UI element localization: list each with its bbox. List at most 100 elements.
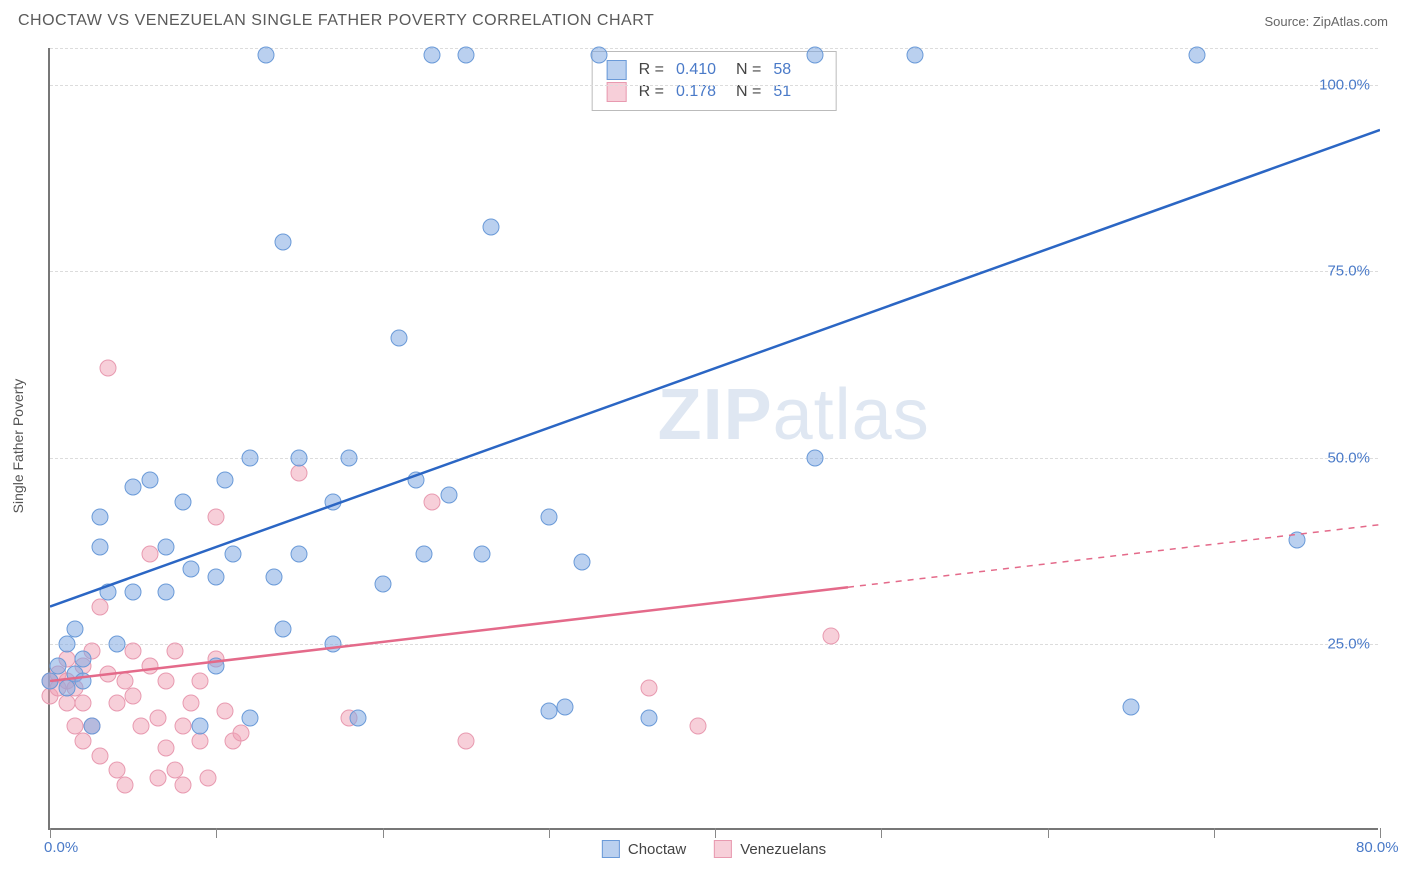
watermark: ZIPatlas: [658, 374, 930, 456]
watermark-rest: atlas: [773, 375, 930, 455]
data-point-venezuelans: [150, 710, 167, 727]
data-point-choctaw: [557, 699, 574, 716]
data-point-venezuelans: [191, 673, 208, 690]
data-point-venezuelans: [823, 628, 840, 645]
data-point-venezuelans: [191, 732, 208, 749]
data-point-choctaw: [266, 568, 283, 585]
data-point-choctaw: [474, 546, 491, 563]
data-point-choctaw: [291, 546, 308, 563]
data-point-venezuelans: [233, 725, 250, 742]
data-point-venezuelans: [150, 769, 167, 786]
data-point-choctaw: [241, 710, 258, 727]
y-axis-label: Single Father Poverty: [10, 379, 26, 514]
data-point-venezuelans: [75, 695, 92, 712]
watermark-bold: ZIP: [658, 375, 773, 455]
data-point-choctaw: [158, 583, 175, 600]
data-point-venezuelans: [100, 665, 117, 682]
data-point-choctaw: [274, 233, 291, 250]
data-point-choctaw: [100, 583, 117, 600]
data-point-venezuelans: [640, 680, 657, 697]
data-point-choctaw: [640, 710, 657, 727]
data-point-choctaw: [208, 568, 225, 585]
data-point-choctaw: [374, 576, 391, 593]
data-point-venezuelans: [424, 494, 441, 511]
data-point-choctaw: [183, 561, 200, 578]
data-point-choctaw: [208, 658, 225, 675]
x-tick: [216, 828, 217, 838]
swatch-choctaw-icon: [602, 840, 620, 858]
x-tick: [1214, 828, 1215, 838]
data-point-choctaw: [141, 471, 158, 488]
data-point-venezuelans: [183, 695, 200, 712]
gridline-horizontal: [50, 85, 1378, 86]
data-point-choctaw: [291, 449, 308, 466]
data-point-choctaw: [224, 546, 241, 563]
y-tick-label: 25.0%: [1327, 635, 1370, 652]
data-point-choctaw: [66, 620, 83, 637]
gridline-horizontal: [50, 271, 1378, 272]
data-point-choctaw: [906, 47, 923, 64]
y-tick-label: 75.0%: [1327, 263, 1370, 280]
data-point-choctaw: [806, 449, 823, 466]
legend-label-choctaw: Choctaw: [628, 841, 686, 858]
data-point-venezuelans: [457, 732, 474, 749]
source-attribution: Source: ZipAtlas.com: [1264, 14, 1388, 29]
chart-title: CHOCTAW VS VENEZUELAN SINGLE FATHER POVE…: [18, 12, 654, 30]
data-point-choctaw: [391, 330, 408, 347]
data-point-venezuelans: [75, 732, 92, 749]
legend-item-venezuelans: Venezuelans: [714, 840, 826, 858]
data-point-venezuelans: [199, 769, 216, 786]
data-point-choctaw: [83, 717, 100, 734]
data-point-venezuelans: [91, 598, 108, 615]
data-point-choctaw: [75, 650, 92, 667]
legend-item-choctaw: Choctaw: [602, 840, 686, 858]
x-tick-label: 0.0%: [44, 839, 78, 856]
x-tick: [1048, 828, 1049, 838]
data-point-choctaw: [175, 494, 192, 511]
legend-series: Choctaw Venezuelans: [602, 840, 826, 858]
data-point-choctaw: [457, 47, 474, 64]
data-point-choctaw: [324, 494, 341, 511]
data-point-venezuelans: [166, 643, 183, 660]
data-point-choctaw: [42, 673, 59, 690]
data-point-choctaw: [1288, 531, 1305, 548]
legend-stats-box: R = 0.410 N = 58 R = 0.178 N = 51: [592, 51, 837, 111]
data-point-venezuelans: [175, 777, 192, 794]
gridline-horizontal: [50, 48, 1378, 49]
data-point-choctaw: [590, 47, 607, 64]
x-tick: [383, 828, 384, 838]
data-point-choctaw: [416, 546, 433, 563]
data-point-choctaw: [806, 47, 823, 64]
data-point-choctaw: [108, 635, 125, 652]
data-point-choctaw: [540, 702, 557, 719]
data-point-venezuelans: [141, 546, 158, 563]
data-point-choctaw: [50, 658, 67, 675]
trend-line-venezuelans: [50, 587, 848, 681]
gridline-horizontal: [50, 644, 1378, 645]
data-point-choctaw: [574, 553, 591, 570]
data-point-choctaw: [58, 680, 75, 697]
y-tick-label: 50.0%: [1327, 449, 1370, 466]
data-point-venezuelans: [291, 464, 308, 481]
data-point-choctaw: [91, 509, 108, 526]
data-point-venezuelans: [141, 658, 158, 675]
data-point-choctaw: [482, 218, 499, 235]
data-point-venezuelans: [100, 360, 117, 377]
data-point-venezuelans: [133, 717, 150, 734]
data-point-venezuelans: [216, 702, 233, 719]
data-point-choctaw: [341, 449, 358, 466]
x-tick: [50, 828, 51, 838]
data-point-choctaw: [540, 509, 557, 526]
data-point-venezuelans: [158, 673, 175, 690]
data-point-venezuelans: [116, 777, 133, 794]
data-point-choctaw: [191, 717, 208, 734]
data-point-venezuelans: [175, 717, 192, 734]
data-point-choctaw: [216, 471, 233, 488]
data-point-venezuelans: [125, 687, 142, 704]
data-point-choctaw: [125, 479, 142, 496]
data-point-choctaw: [274, 620, 291, 637]
legend-stats-row-choctaw: R = 0.410 N = 58: [607, 60, 822, 80]
x-tick: [549, 828, 550, 838]
y-tick-label: 100.0%: [1319, 77, 1370, 94]
swatch-venezuelans-icon: [714, 840, 732, 858]
